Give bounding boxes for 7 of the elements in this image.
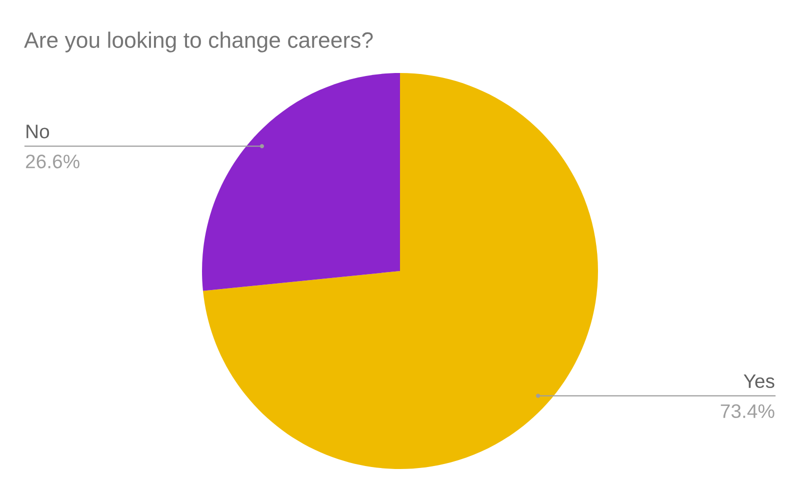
slice-label: Yes	[744, 374, 774, 388]
slice-label: No	[26, 124, 50, 138]
data-label: 73.4%	[720, 404, 774, 418]
pie-slice	[203, 73, 598, 469]
pie-slice	[202, 73, 400, 291]
chart-title: Are you looking to change careers?	[24, 32, 373, 52]
data-label: 26.6%	[26, 154, 80, 168]
